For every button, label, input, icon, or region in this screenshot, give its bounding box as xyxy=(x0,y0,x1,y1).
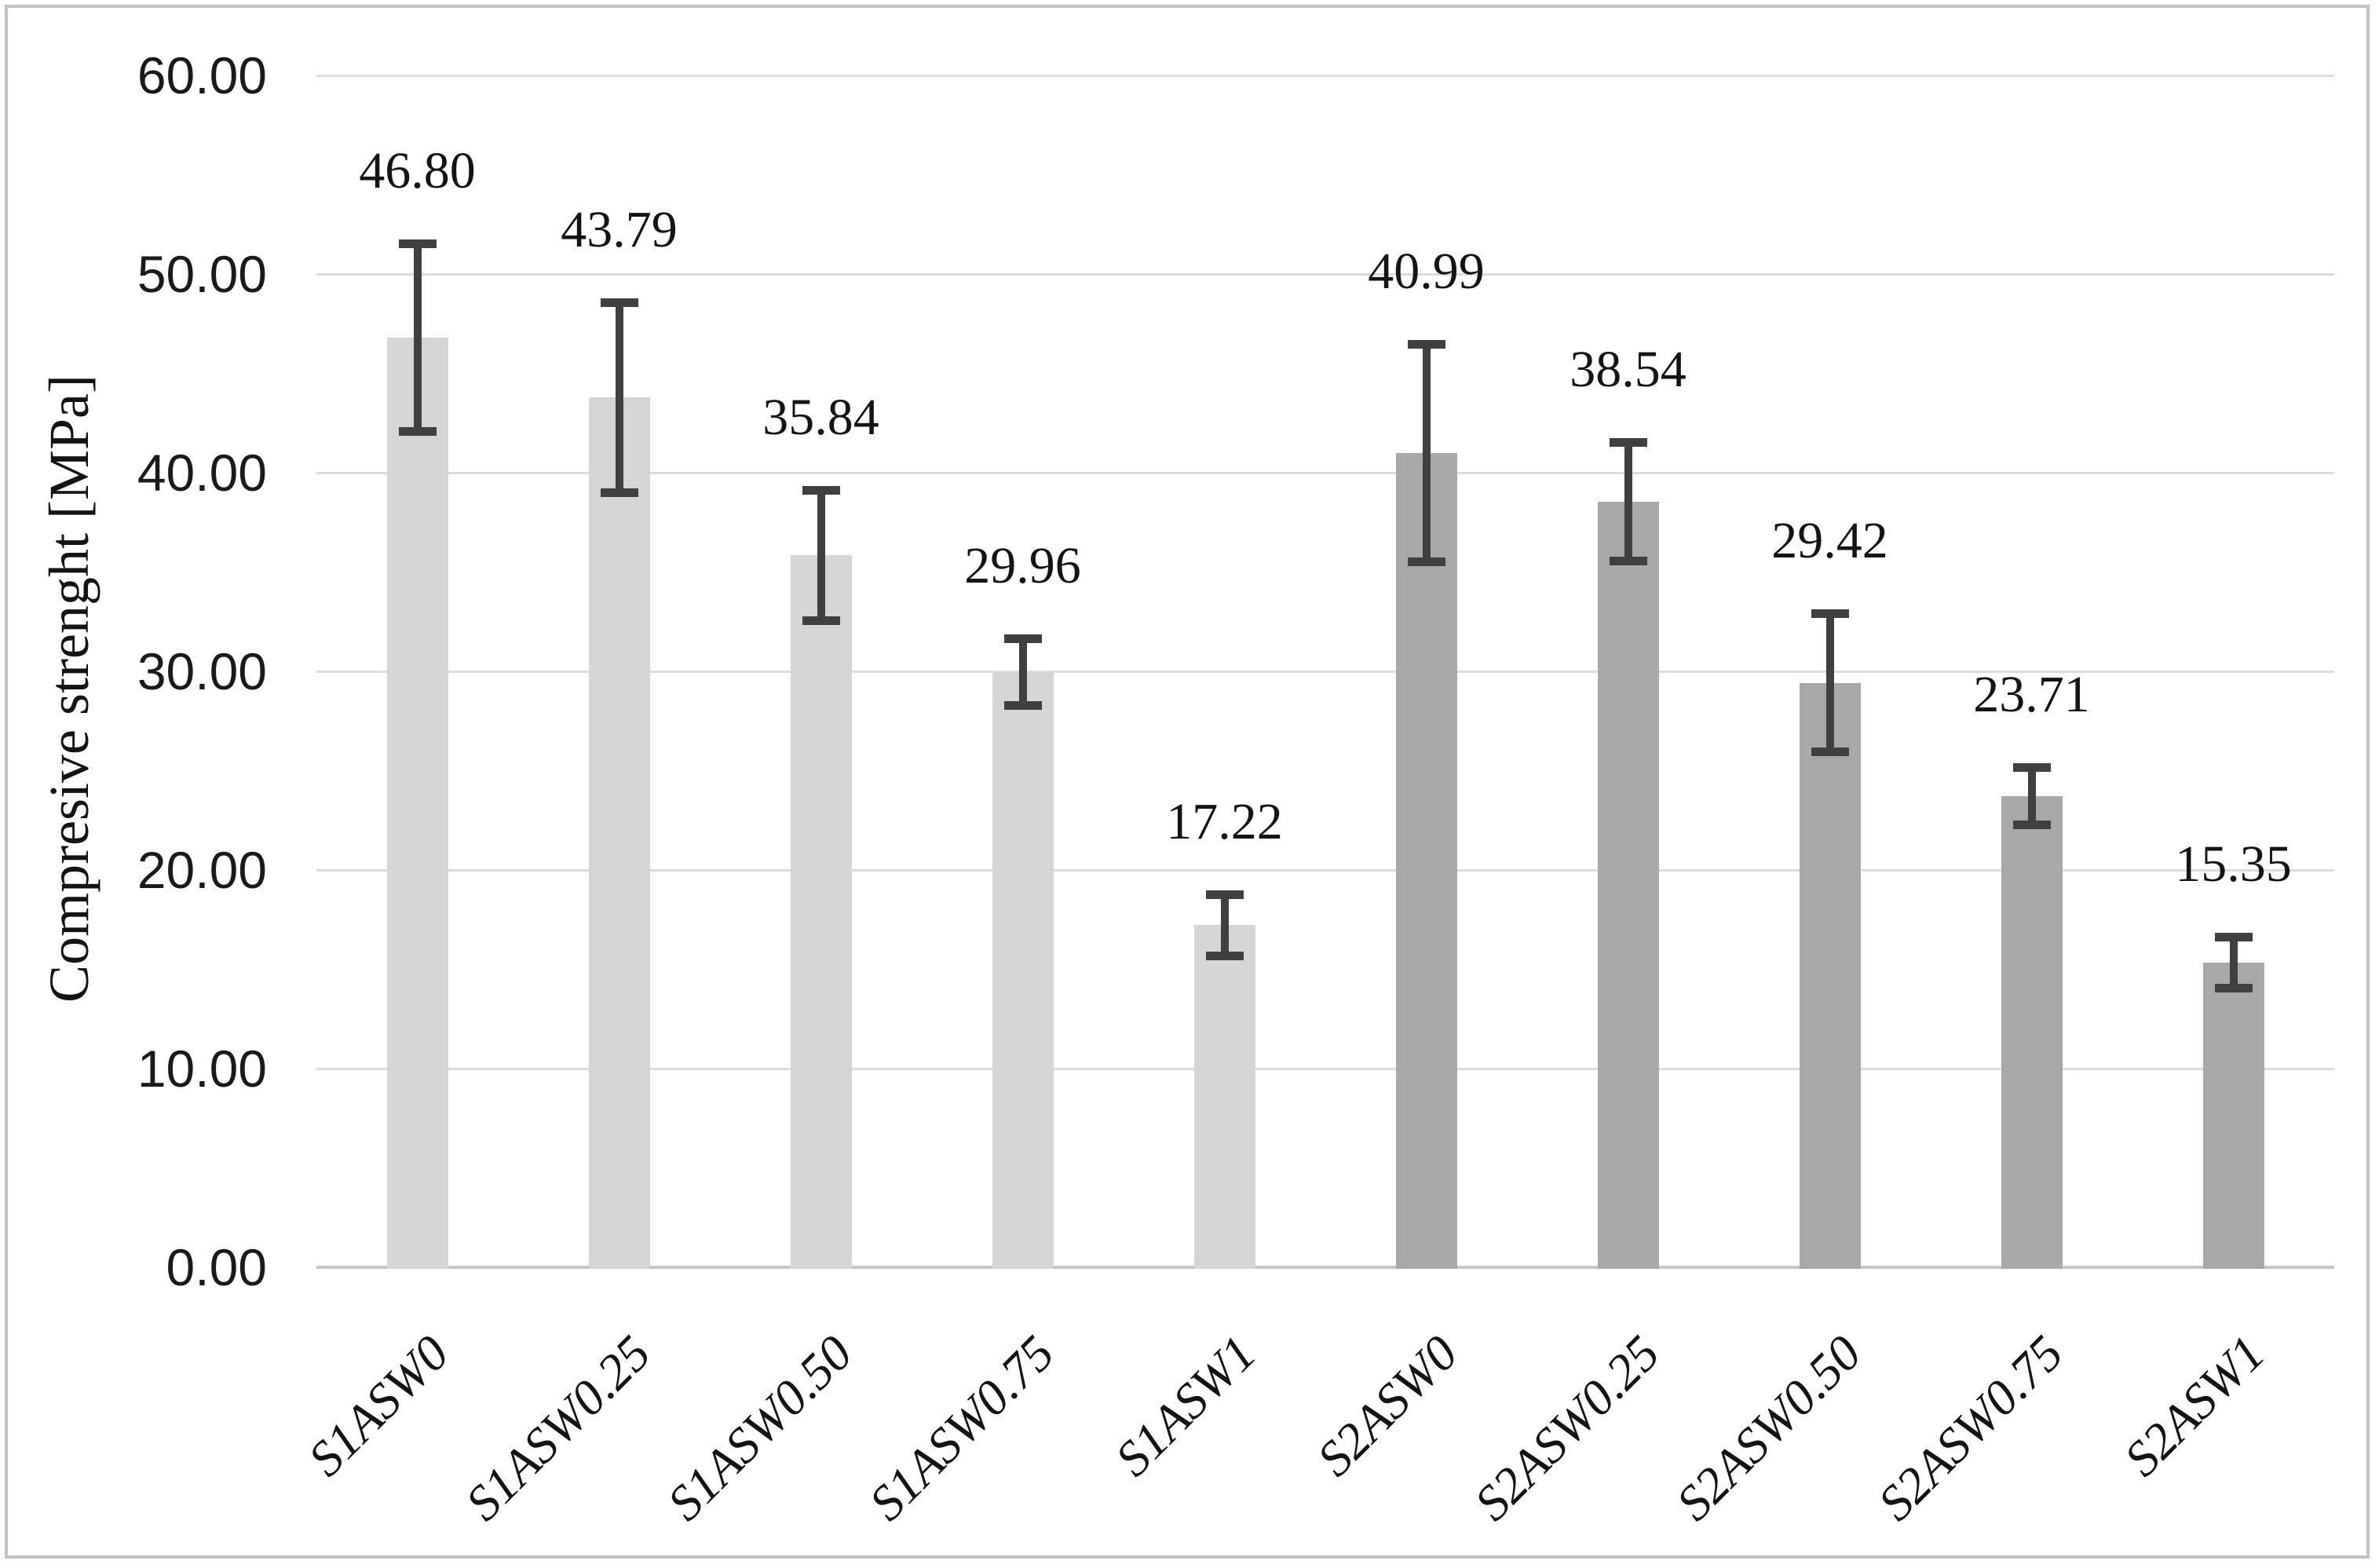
error-bar-cap-bottom xyxy=(2214,983,2253,992)
y-tick-label: 0.00 xyxy=(166,1238,267,1296)
x-tick-label: S1ASW1 xyxy=(1104,1325,1266,1487)
bar xyxy=(1193,925,1255,1269)
bar xyxy=(992,672,1054,1269)
error-bar-stem xyxy=(1422,343,1431,563)
x-tick-label: S1ASW0.25 xyxy=(455,1325,661,1531)
y-tick-label: 40.00 xyxy=(137,444,267,502)
error-bar-cap-top xyxy=(1407,339,1445,349)
error-bar-stem xyxy=(817,489,825,621)
error-bar-cap-top xyxy=(600,298,638,307)
value-label: 29.96 xyxy=(964,537,1081,594)
x-tick-label: S2ASW1 xyxy=(2113,1325,2275,1487)
x-tick-label: S2ASW0.25 xyxy=(1464,1325,1670,1531)
error-bar-stem xyxy=(615,302,623,493)
error-bar-cap-bottom xyxy=(1811,747,1849,757)
error-bar-cap-top xyxy=(1205,890,1244,900)
error-bar-stem xyxy=(1220,894,1229,956)
x-tick-label: S1ASW0.50 xyxy=(656,1325,863,1531)
value-label: 35.84 xyxy=(762,388,879,446)
gridline xyxy=(316,869,2334,872)
error-bar-stem xyxy=(1018,638,1027,707)
bar xyxy=(2202,962,2264,1269)
bar xyxy=(1799,682,1861,1269)
gridline xyxy=(316,75,2334,77)
error-bar-stem xyxy=(413,243,422,433)
value-label: 29.42 xyxy=(1771,512,1888,570)
bar xyxy=(1597,501,1659,1269)
y-tick-label: 10.00 xyxy=(137,1040,267,1098)
error-bar-cap-bottom xyxy=(398,427,437,437)
error-bar-cap-bottom xyxy=(600,488,638,497)
x-tick-label: S2ASW0.50 xyxy=(1665,1325,1872,1531)
x-tick-label: S2ASW0.75 xyxy=(1867,1325,2074,1531)
error-bar-cap-top xyxy=(1609,438,1647,448)
value-label: 43.79 xyxy=(561,200,678,258)
x-tick-label: S1ASW0.75 xyxy=(858,1325,1065,1531)
bar xyxy=(386,337,448,1269)
bar xyxy=(790,555,852,1269)
value-label: 15.35 xyxy=(2175,835,2292,893)
error-bar-cap-bottom xyxy=(1205,951,1244,960)
bar xyxy=(2001,796,2063,1269)
bar xyxy=(1395,452,1457,1269)
error-bar-cap-bottom xyxy=(802,616,840,625)
value-label: 38.54 xyxy=(1570,341,1686,399)
y-tick-label: 30.00 xyxy=(137,642,267,700)
x-tick-label: S2ASW0 xyxy=(1306,1325,1468,1487)
gridline xyxy=(316,671,2334,673)
error-bar-stem xyxy=(1825,613,1834,753)
value-label: 23.71 xyxy=(1973,666,2090,724)
error-bar-cap-top xyxy=(2012,763,2051,773)
gridline xyxy=(316,472,2334,474)
y-axis-title: Compresive strenght [MPa] xyxy=(38,375,100,1003)
bar xyxy=(588,397,650,1269)
error-bar-cap-top xyxy=(802,485,840,495)
y-tick-label: 50.00 xyxy=(137,245,267,303)
error-bar-stem xyxy=(2229,936,2238,989)
error-bar-cap-top xyxy=(398,239,437,248)
error-bar-cap-bottom xyxy=(1609,556,1647,565)
chart-figure: 0.00 10.00 20.00 30.00 40.00 50.00 60.00 46.80 S… xyxy=(5,5,2370,1559)
error-bar-cap-bottom xyxy=(1407,557,1445,567)
value-label: 17.22 xyxy=(1166,793,1283,851)
error-bar-cap-bottom xyxy=(1003,701,1042,711)
error-bar-cap-top xyxy=(1811,609,1849,619)
gridline xyxy=(316,273,2334,276)
error-bar-cap-bottom xyxy=(2012,820,2051,829)
error-bar-cap-top xyxy=(2214,932,2253,941)
error-bar-cap-top xyxy=(1003,634,1042,643)
y-tick-label: 20.00 xyxy=(137,841,267,899)
error-bar-stem xyxy=(2027,767,2036,825)
plot-area: 0.00 10.00 20.00 30.00 40.00 50.00 60.00 46.80 S… xyxy=(8,8,2366,1555)
y-tick-label: 60.00 xyxy=(137,46,267,104)
x-axis-line xyxy=(316,1266,2334,1269)
gridline xyxy=(316,1068,2334,1070)
error-bar-stem xyxy=(1624,442,1632,561)
x-tick-label: S1ASW0 xyxy=(297,1325,459,1487)
value-label: 40.99 xyxy=(1368,242,1485,300)
value-label: 46.80 xyxy=(359,141,476,199)
